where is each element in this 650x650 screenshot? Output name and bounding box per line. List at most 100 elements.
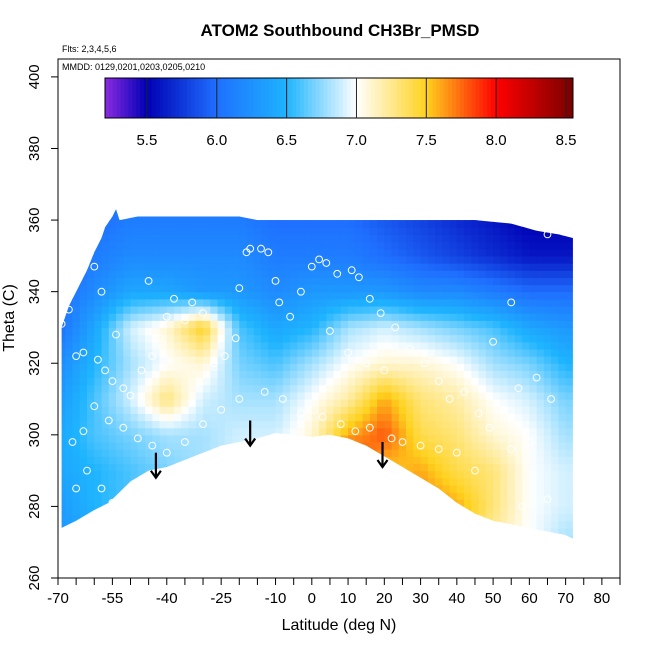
field-cell: [181, 199, 189, 207]
field-cell: [493, 298, 501, 307]
field-cell: [72, 420, 81, 429]
field-cell: [101, 377, 110, 386]
field-cell: [101, 520, 110, 529]
field-cell: [181, 263, 190, 271]
field-cell: [543, 348, 552, 357]
field-cell: [166, 484, 175, 493]
field-cell: [108, 484, 117, 493]
field-cell: [58, 542, 66, 550]
field-cell: [123, 470, 132, 479]
field-cell: [304, 277, 313, 286]
field-cell: [217, 220, 226, 228]
field-cell: [543, 327, 552, 336]
field-cell: [239, 298, 248, 307]
field-cell: [514, 291, 523, 300]
field-cell: [116, 499, 124, 508]
sample-point: [460, 388, 469, 396]
field-cell: [94, 535, 103, 539]
field-cell: [217, 298, 226, 307]
field-cell: [479, 199, 487, 207]
field-cell: [427, 456, 436, 465]
colorbar-tick-label: 8.0: [486, 132, 507, 149]
field-cell: [232, 356, 240, 364]
field-cell: [384, 199, 392, 207]
field-cell: [435, 248, 443, 257]
field-cell: [224, 248, 233, 257]
field-cell: [449, 234, 458, 243]
field-cell: [108, 212, 117, 221]
field-cell: [195, 255, 204, 264]
field-cell: [79, 370, 88, 379]
field-cell: [450, 199, 458, 207]
field-cell: [507, 313, 516, 321]
field-cell: [290, 391, 298, 400]
field-cell: [181, 463, 190, 472]
field-cell: [572, 255, 573, 264]
field-cell: [413, 298, 422, 307]
field-cell: [456, 209, 465, 214]
plot-frame: [57, 58, 621, 579]
field-cell: [377, 270, 385, 278]
field-cell: [435, 234, 443, 243]
field-cell: [478, 441, 487, 450]
field-cell: [362, 391, 371, 400]
field-cell: [130, 341, 139, 350]
field-cell: [536, 212, 545, 221]
colorbar-cell: [502, 78, 508, 118]
field-cell: [449, 377, 458, 386]
field-cell: [290, 320, 298, 329]
field-cell: [297, 399, 306, 407]
field-cell: [87, 199, 95, 207]
field-cell: [253, 527, 262, 536]
field-cell: [442, 255, 451, 264]
field-cell: [464, 377, 472, 386]
sample-point: [83, 466, 91, 475]
field-cell: [471, 384, 480, 393]
field-cell: [181, 298, 190, 307]
field-cell: [471, 277, 480, 286]
field-cell: [159, 420, 168, 429]
field-cell: [507, 506, 516, 515]
colorbar-cell: [163, 78, 168, 118]
colorbar: 5.5 6.0 6.5 7.0 7.5 8.0 8.5: [104, 77, 576, 149]
field-cell: [369, 470, 378, 479]
field-cell: [282, 484, 291, 493]
field-cell: [65, 263, 74, 271]
field-cell: [485, 298, 494, 307]
field-cell: [195, 484, 204, 493]
field-cell: [152, 291, 161, 300]
field-cell: [290, 463, 298, 472]
field-cell: [174, 434, 182, 443]
field-cell: [522, 356, 530, 364]
field-cell: [152, 513, 161, 522]
field-cell: [529, 255, 538, 264]
field-cell: [500, 298, 509, 307]
field-cell: [572, 506, 573, 515]
field-cell: [551, 209, 559, 214]
field-cell: [449, 506, 458, 515]
field-cell: [159, 305, 168, 314]
field-cell: [340, 434, 349, 443]
field-cell: [166, 270, 175, 278]
sample-point: [347, 266, 356, 275]
field-cell: [398, 506, 407, 515]
field-cell: [65, 320, 74, 329]
field-cell: [290, 284, 298, 293]
field-cell: [464, 527, 472, 536]
field-cell: [275, 470, 284, 479]
field-cell: [471, 413, 480, 422]
field-cell: [529, 399, 538, 407]
field-cell: [522, 413, 530, 422]
field-cell: [565, 484, 573, 493]
field-cell: [203, 341, 211, 350]
field-cell: [536, 506, 545, 515]
field-cell: [565, 470, 573, 479]
field-cell: [311, 284, 320, 293]
field-cell: [275, 209, 284, 214]
colorbar-cell: [374, 78, 379, 118]
field-cell: [282, 434, 291, 443]
field-cell: [108, 327, 117, 336]
sample-point: [108, 498, 117, 507]
field-cell: [391, 313, 400, 321]
field-cell: [239, 492, 248, 500]
